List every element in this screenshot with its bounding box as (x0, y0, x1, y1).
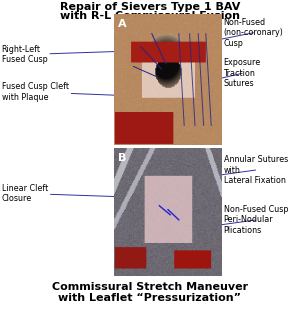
Text: with R-L Commissural Fusion: with R-L Commissural Fusion (60, 11, 240, 21)
Text: Exposure
Traction
Sutures: Exposure Traction Sutures (222, 58, 261, 88)
Text: Fused Cusp Cleft
with Plaque: Fused Cusp Cleft with Plaque (2, 82, 114, 102)
Text: A: A (118, 19, 127, 29)
Text: Repair of Sievers Type 1 BAV: Repair of Sievers Type 1 BAV (60, 2, 240, 12)
Text: B: B (118, 153, 127, 163)
Text: Linear Cleft
Closure: Linear Cleft Closure (2, 184, 116, 203)
Text: Non-Fused
(non-coronary)
Cusp: Non-Fused (non-coronary) Cusp (222, 18, 284, 48)
Text: Commissural Stretch Maneuver: Commissural Stretch Maneuver (52, 282, 248, 292)
Text: Right-Left
Fused Cusp: Right-Left Fused Cusp (2, 45, 117, 64)
Text: Annular Sutures
with
Lateral Fixation: Annular Sutures with Lateral Fixation (222, 155, 288, 185)
Text: with Leaflet “Pressurization”: with Leaflet “Pressurization” (58, 293, 242, 303)
Text: Non-Fused Cusp
Peri-Nodular
Plications: Non-Fused Cusp Peri-Nodular Plications (222, 205, 288, 235)
